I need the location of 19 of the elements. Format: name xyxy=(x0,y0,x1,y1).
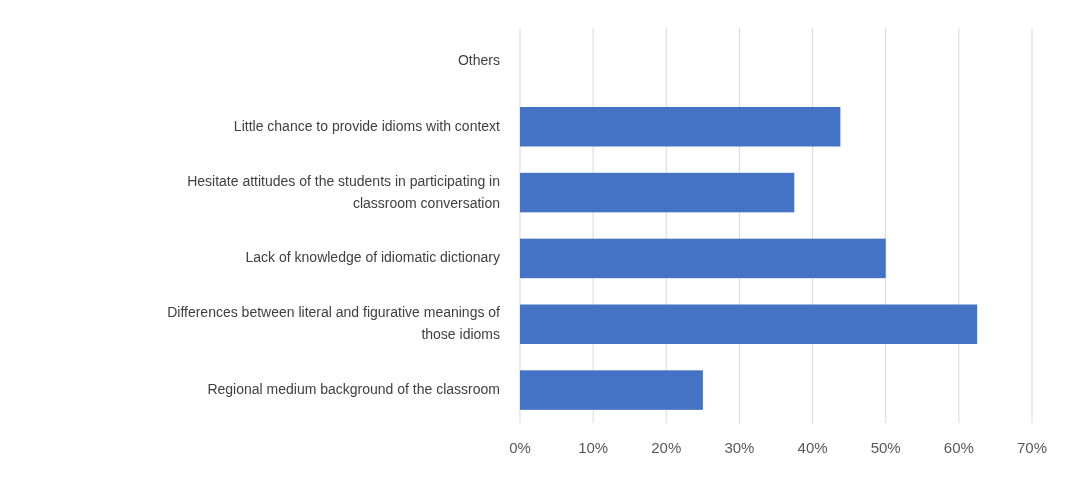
bar xyxy=(520,172,795,213)
x-tick-label: 70% xyxy=(1016,439,1048,456)
y-tick-label: Others xyxy=(457,51,500,68)
y-tick-label: Lack of knowledge of idiomatic dictionary xyxy=(245,249,500,266)
y-tick-label: Little chance to provide idioms with context xyxy=(233,117,501,134)
y-tick-label: Differences between literal and figurative meanings of those idioms xyxy=(167,303,501,342)
bar xyxy=(520,304,978,344)
bar xyxy=(520,107,841,147)
x-tick-label: 60% xyxy=(943,439,974,456)
x-tick-label: 10% xyxy=(578,439,609,456)
bar xyxy=(520,238,886,279)
x-tick-label: 40% xyxy=(797,439,828,456)
x-tick-label: 0% xyxy=(509,439,531,456)
x-tick-label: 30% xyxy=(724,439,755,456)
y-tick-label: Regional medium background of the classroom xyxy=(207,380,500,397)
x-tick-label: 50% xyxy=(870,439,901,456)
y-tick-label: Hesitate attitudes of the students in participating in classroom conversation xyxy=(187,172,500,211)
x-tick-label: 20% xyxy=(651,439,682,456)
bar xyxy=(520,370,703,410)
